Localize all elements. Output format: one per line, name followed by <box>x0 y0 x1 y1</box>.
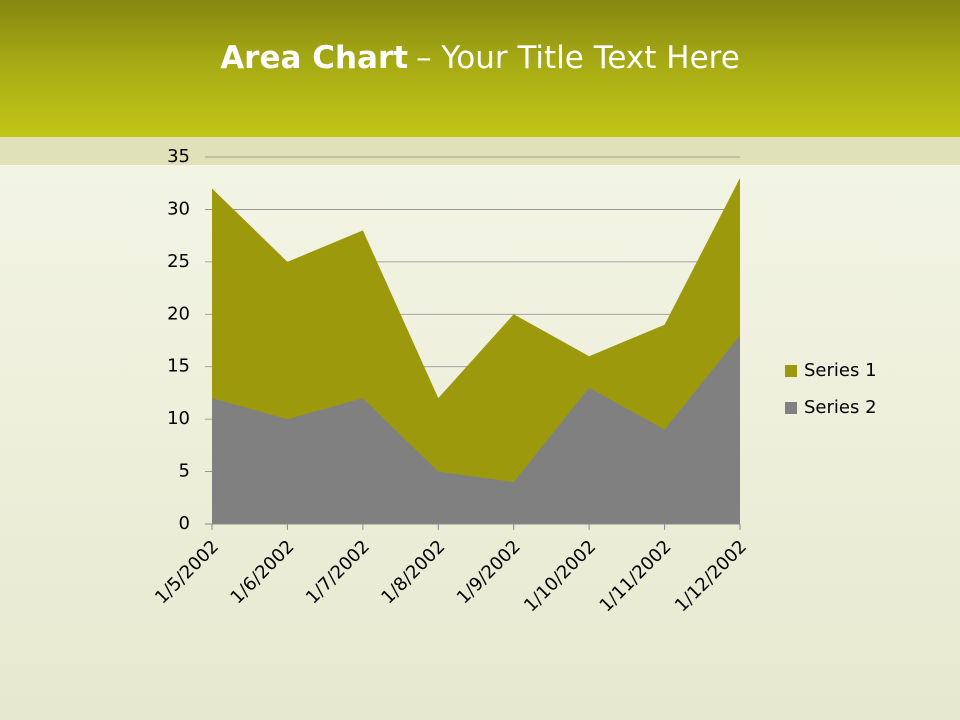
legend-swatch <box>785 365 797 377</box>
y-tick-label: 35 <box>167 146 190 167</box>
title-rest: – Your Title Text Here <box>416 40 740 76</box>
title-bold: Area Chart <box>220 40 409 76</box>
y-tick-label: 0 <box>179 513 190 534</box>
header-stripe <box>0 137 960 165</box>
y-tick-label: 15 <box>167 356 190 377</box>
header-band <box>0 0 960 137</box>
legend-swatch <box>785 402 797 414</box>
x-tick-label: 1/7/2002 <box>302 536 374 608</box>
y-tick-label: 5 <box>179 461 190 482</box>
x-tick-label: 1/12/2002 <box>671 536 751 616</box>
x-tick-label: 1/8/2002 <box>377 536 449 608</box>
x-tick-label: 1/5/2002 <box>151 536 223 608</box>
legend-label: Series 1 <box>804 360 877 381</box>
y-tick-label: 30 <box>167 198 190 219</box>
y-tick-label: 20 <box>167 303 190 324</box>
legend-label: Series 2 <box>804 397 877 418</box>
x-tick-label: 1/10/2002 <box>520 536 600 616</box>
area <box>212 335 740 524</box>
x-tick-label: 1/6/2002 <box>226 536 298 608</box>
slide-title: Area Chart – Your Title Text Here <box>0 40 960 76</box>
y-tick-label: 10 <box>167 408 190 429</box>
y-tick-label: 25 <box>167 251 190 272</box>
x-tick-label: 1/11/2002 <box>596 536 676 616</box>
x-tick-label: 1/9/2002 <box>453 536 525 608</box>
